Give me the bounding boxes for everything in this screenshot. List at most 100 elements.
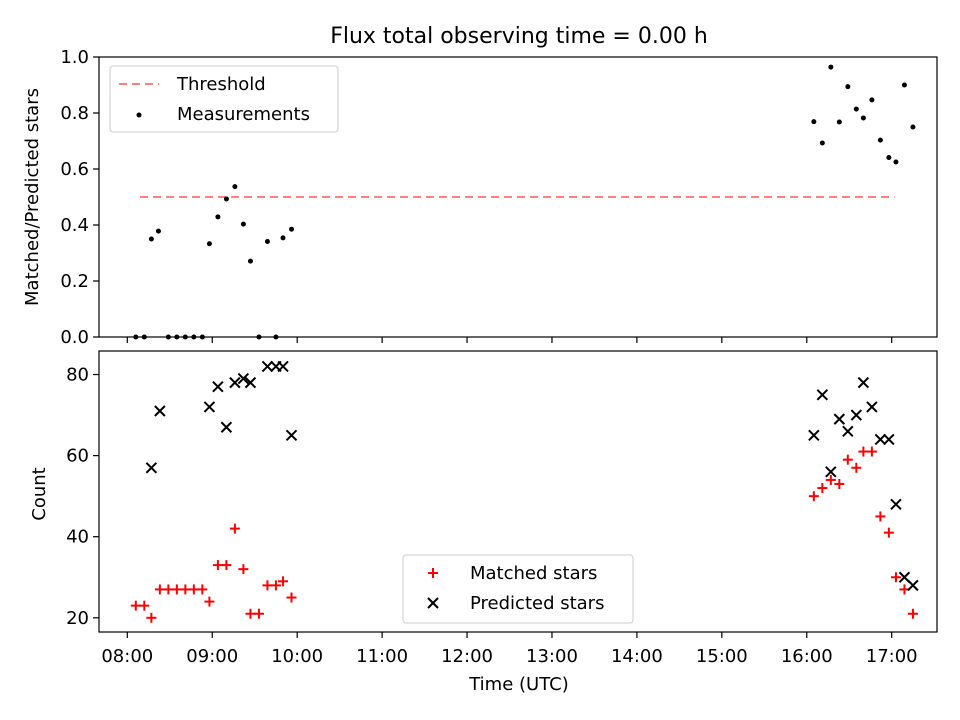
- matched-star-point: [229, 523, 240, 534]
- measurement-point: [886, 155, 892, 161]
- predicted-star-point: [261, 360, 274, 373]
- predicted-star-point: [229, 376, 241, 389]
- measurement-point: [893, 159, 899, 165]
- count-legend-frame: [402, 554, 634, 624]
- measurement-point: [836, 119, 842, 125]
- matched-star-point: [851, 462, 862, 473]
- ratio-y-tick-label: 0.0: [60, 327, 89, 348]
- measurement-point: [232, 184, 238, 190]
- predicted-star-point: [212, 380, 224, 393]
- measurement-point: [141, 334, 147, 340]
- predicted-star-point: [842, 425, 854, 437]
- measurement-point: [174, 334, 180, 340]
- predicted-star-point: [285, 429, 298, 442]
- measurement-point: [853, 106, 859, 112]
- ratio-x-ticks: [126, 337, 893, 343]
- measurement-point: [264, 239, 270, 245]
- matched-star-point: [890, 572, 901, 583]
- predicted-star-point: [883, 433, 895, 446]
- predicted-star-point: [237, 372, 250, 385]
- count-y-tick-label: 60: [66, 446, 89, 467]
- ratio-y-tick-label: 0.6: [60, 159, 89, 180]
- predicted-star-point: [277, 360, 289, 373]
- count-panel: 20 40 60 80 08:00 09:00 10:00 11:00 12:00 13:00 1…: [29, 350, 938, 695]
- measurement-point: [828, 64, 834, 70]
- x-tick-label: 14:00: [611, 646, 663, 667]
- measurement-point: [860, 115, 866, 121]
- matched-star-point: [907, 608, 918, 619]
- x-tick-label: 08:00: [101, 646, 153, 667]
- measurement-point: [910, 124, 916, 130]
- measurement-point: [869, 97, 875, 103]
- predicted-star-point: [857, 376, 870, 389]
- matched-star-point: [188, 584, 199, 595]
- predicted-star-point: [874, 433, 887, 446]
- ratio-y-axis-label: Matched/Predicted stars: [22, 88, 43, 306]
- matched-star-point: [253, 608, 264, 619]
- measurement-point: [215, 214, 221, 220]
- matched-star-point: [808, 491, 819, 502]
- legend-measurements-swatch: [136, 112, 142, 118]
- predicted-star-point: [808, 429, 820, 442]
- count-y-tick-label: 40: [66, 527, 89, 548]
- measurement-point: [182, 334, 188, 340]
- measurement-point: [148, 236, 154, 242]
- matched-star-point: [171, 584, 182, 595]
- measurement-point: [289, 226, 295, 232]
- matched-star-point: [866, 446, 877, 457]
- x-tick-label: 17:00: [866, 646, 918, 667]
- x-tick-label: 15:00: [696, 646, 748, 667]
- predicted-star-point: [890, 498, 902, 510]
- matched-star-point: [221, 560, 232, 571]
- predicted-star-point: [145, 462, 158, 474]
- matched-star-point: [817, 483, 828, 494]
- matched-star-point: [834, 478, 845, 489]
- ratio-y-axis: 0.0 0.2 0.4 0.6 0.8 1.0: [60, 47, 99, 348]
- matched-star-point: [245, 608, 256, 619]
- matched-star-point: [238, 564, 249, 575]
- count-legend: Matched stars Predicted stars: [402, 554, 634, 624]
- measurement-point: [811, 119, 817, 125]
- matched-star-point: [875, 511, 886, 522]
- ratio-y-tick-label: 0.4: [60, 215, 89, 236]
- x-tick-label: 16:00: [781, 646, 833, 667]
- predicted-star-point: [907, 579, 919, 592]
- x-axis-label: Time (UTC): [468, 674, 569, 695]
- legend-matched-label: Matched stars: [470, 563, 597, 584]
- predicted-star-point: [220, 421, 233, 433]
- count-y-axis-label: Count: [29, 467, 50, 520]
- matched-star-point: [139, 600, 150, 611]
- measurement-point: [247, 258, 253, 264]
- measurement-point: [191, 334, 197, 340]
- matched-star-point: [286, 592, 297, 603]
- measurement-point: [273, 334, 279, 340]
- ratio-y-tick-label: 0.2: [60, 271, 89, 292]
- measurement-point: [280, 235, 286, 241]
- matched-star-point: [204, 596, 215, 607]
- x-tick-label: 09:00: [186, 646, 238, 667]
- predicted-star-point: [816, 389, 829, 401]
- measurement-point: [240, 221, 246, 227]
- measurement-point: [206, 241, 212, 247]
- x-tick-label: 10:00: [271, 646, 323, 667]
- legend-measurements-label: Measurements: [177, 104, 310, 125]
- count-plot-frame: [98, 350, 938, 633]
- measurement-point: [155, 228, 161, 234]
- predicted-star-point: [154, 405, 166, 417]
- count-x-axis: 08:00 09:00 10:00 11:00 12:00 13:00 14:00 15:00…: [101, 632, 918, 667]
- matched-star-point: [180, 584, 191, 595]
- count-y-tick-label: 80: [66, 365, 89, 386]
- measurement-point: [901, 82, 907, 88]
- matched-star-point: [262, 580, 273, 591]
- predicted-star-point: [866, 401, 878, 413]
- predicted-star-point: [203, 401, 216, 413]
- legend-predicted-marker: [427, 597, 439, 609]
- count-y-axis: 20 40 60 80: [66, 365, 99, 629]
- matched-star-point: [197, 584, 208, 595]
- matched-star-point: [842, 454, 853, 465]
- count-marks: [130, 360, 919, 623]
- matched-star-point: [858, 446, 869, 457]
- ratio-marks: [133, 64, 916, 340]
- matched-star-point: [825, 474, 836, 485]
